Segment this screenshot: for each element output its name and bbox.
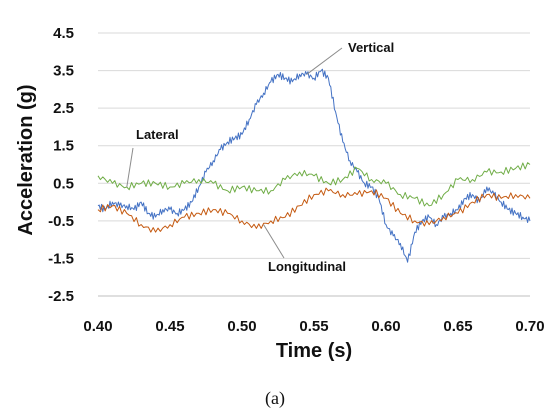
- annotation-label: Vertical: [348, 40, 394, 55]
- y-tick-labels: 4.5 3.5 2.5 1.5 0.5 -0.5 -1.5 -2.5: [48, 25, 74, 305]
- y-tick-label: 3.5: [53, 63, 74, 80]
- y-tick-label: -2.5: [48, 288, 74, 305]
- y-tick-label: 4.5: [53, 25, 74, 42]
- x-tick-label: 0.55: [299, 318, 328, 335]
- annotation-leader: [126, 147, 134, 188]
- y-tick-label: 1.5: [53, 138, 74, 155]
- series-lines: [97, 68, 531, 263]
- y-tick-label: 2.5: [53, 100, 74, 117]
- figure-caption: (a): [265, 388, 285, 409]
- x-tick-label: 0.70: [515, 318, 544, 335]
- annotation-label: Lateral: [136, 127, 179, 142]
- x-tick-label: 0.40: [83, 318, 112, 335]
- x-tick-label: 0.50: [227, 318, 256, 335]
- x-tick-label: 0.60: [371, 318, 400, 335]
- x-tick-label: 0.45: [155, 318, 184, 335]
- series-line-longitudinal: [97, 187, 531, 233]
- annotation-leader: [306, 47, 343, 75]
- y-axis-label: Acceleration (g): [15, 84, 37, 235]
- x-axis-label: Time (s): [276, 340, 352, 362]
- y-tick-label: 0.5: [53, 175, 74, 192]
- x-tick-label: 0.65: [443, 318, 472, 335]
- annotation-leader: [263, 224, 285, 259]
- annotation-label: Longitudinal: [268, 259, 346, 274]
- y-tick-label: -1.5: [48, 250, 74, 267]
- annotations: Vertical Lateral Longitudinal: [126, 40, 394, 274]
- y-tick-label: -0.5: [48, 213, 74, 230]
- series-line-vertical: [97, 68, 531, 263]
- x-tick-labels: 0.40 0.45 0.50 0.55 0.60 0.65 0.70: [83, 318, 544, 335]
- gridlines: [98, 32, 530, 259]
- series-line-lateral: [97, 162, 531, 207]
